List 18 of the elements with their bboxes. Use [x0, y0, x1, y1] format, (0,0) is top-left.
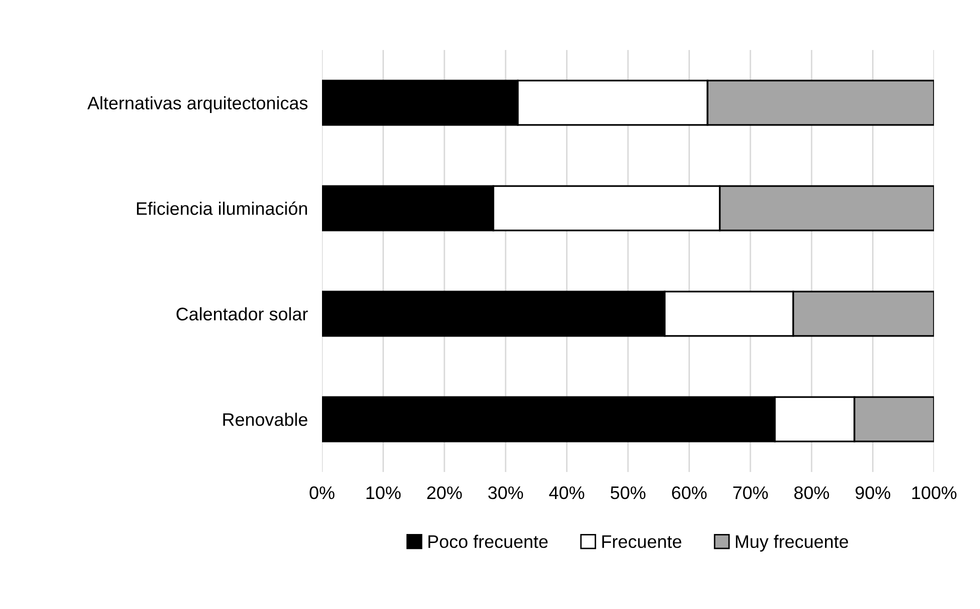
x-tick-label: 70% [733, 486, 768, 500]
x-tick-label: 50% [610, 486, 646, 500]
y-tick-label: Calentador solar [176, 307, 308, 320]
y-tick-label: Renovable [223, 412, 308, 426]
legend-label: Poco frecuente [428, 534, 548, 548]
y-tick-label: Alternativas arquitectonicas [87, 96, 308, 114]
x-tick-label: 90% [856, 486, 890, 500]
x-tick-label: 10% [366, 486, 401, 500]
x-tick-label: 30% [488, 486, 524, 500]
y-tick-label: Eficiencia iluminación [136, 201, 307, 215]
x-tick-label: 40% [549, 486, 584, 500]
legend-label: Frecuente [602, 535, 682, 548]
x-tick-label: 80% [794, 486, 830, 500]
legend-label: Muy frecuente [736, 534, 848, 552]
x-tick-label: 60% [672, 486, 707, 500]
x-tick-label: 100% [912, 486, 956, 500]
x-tick-label: 20% [427, 486, 462, 500]
x-tick-label: 0% [310, 486, 334, 500]
